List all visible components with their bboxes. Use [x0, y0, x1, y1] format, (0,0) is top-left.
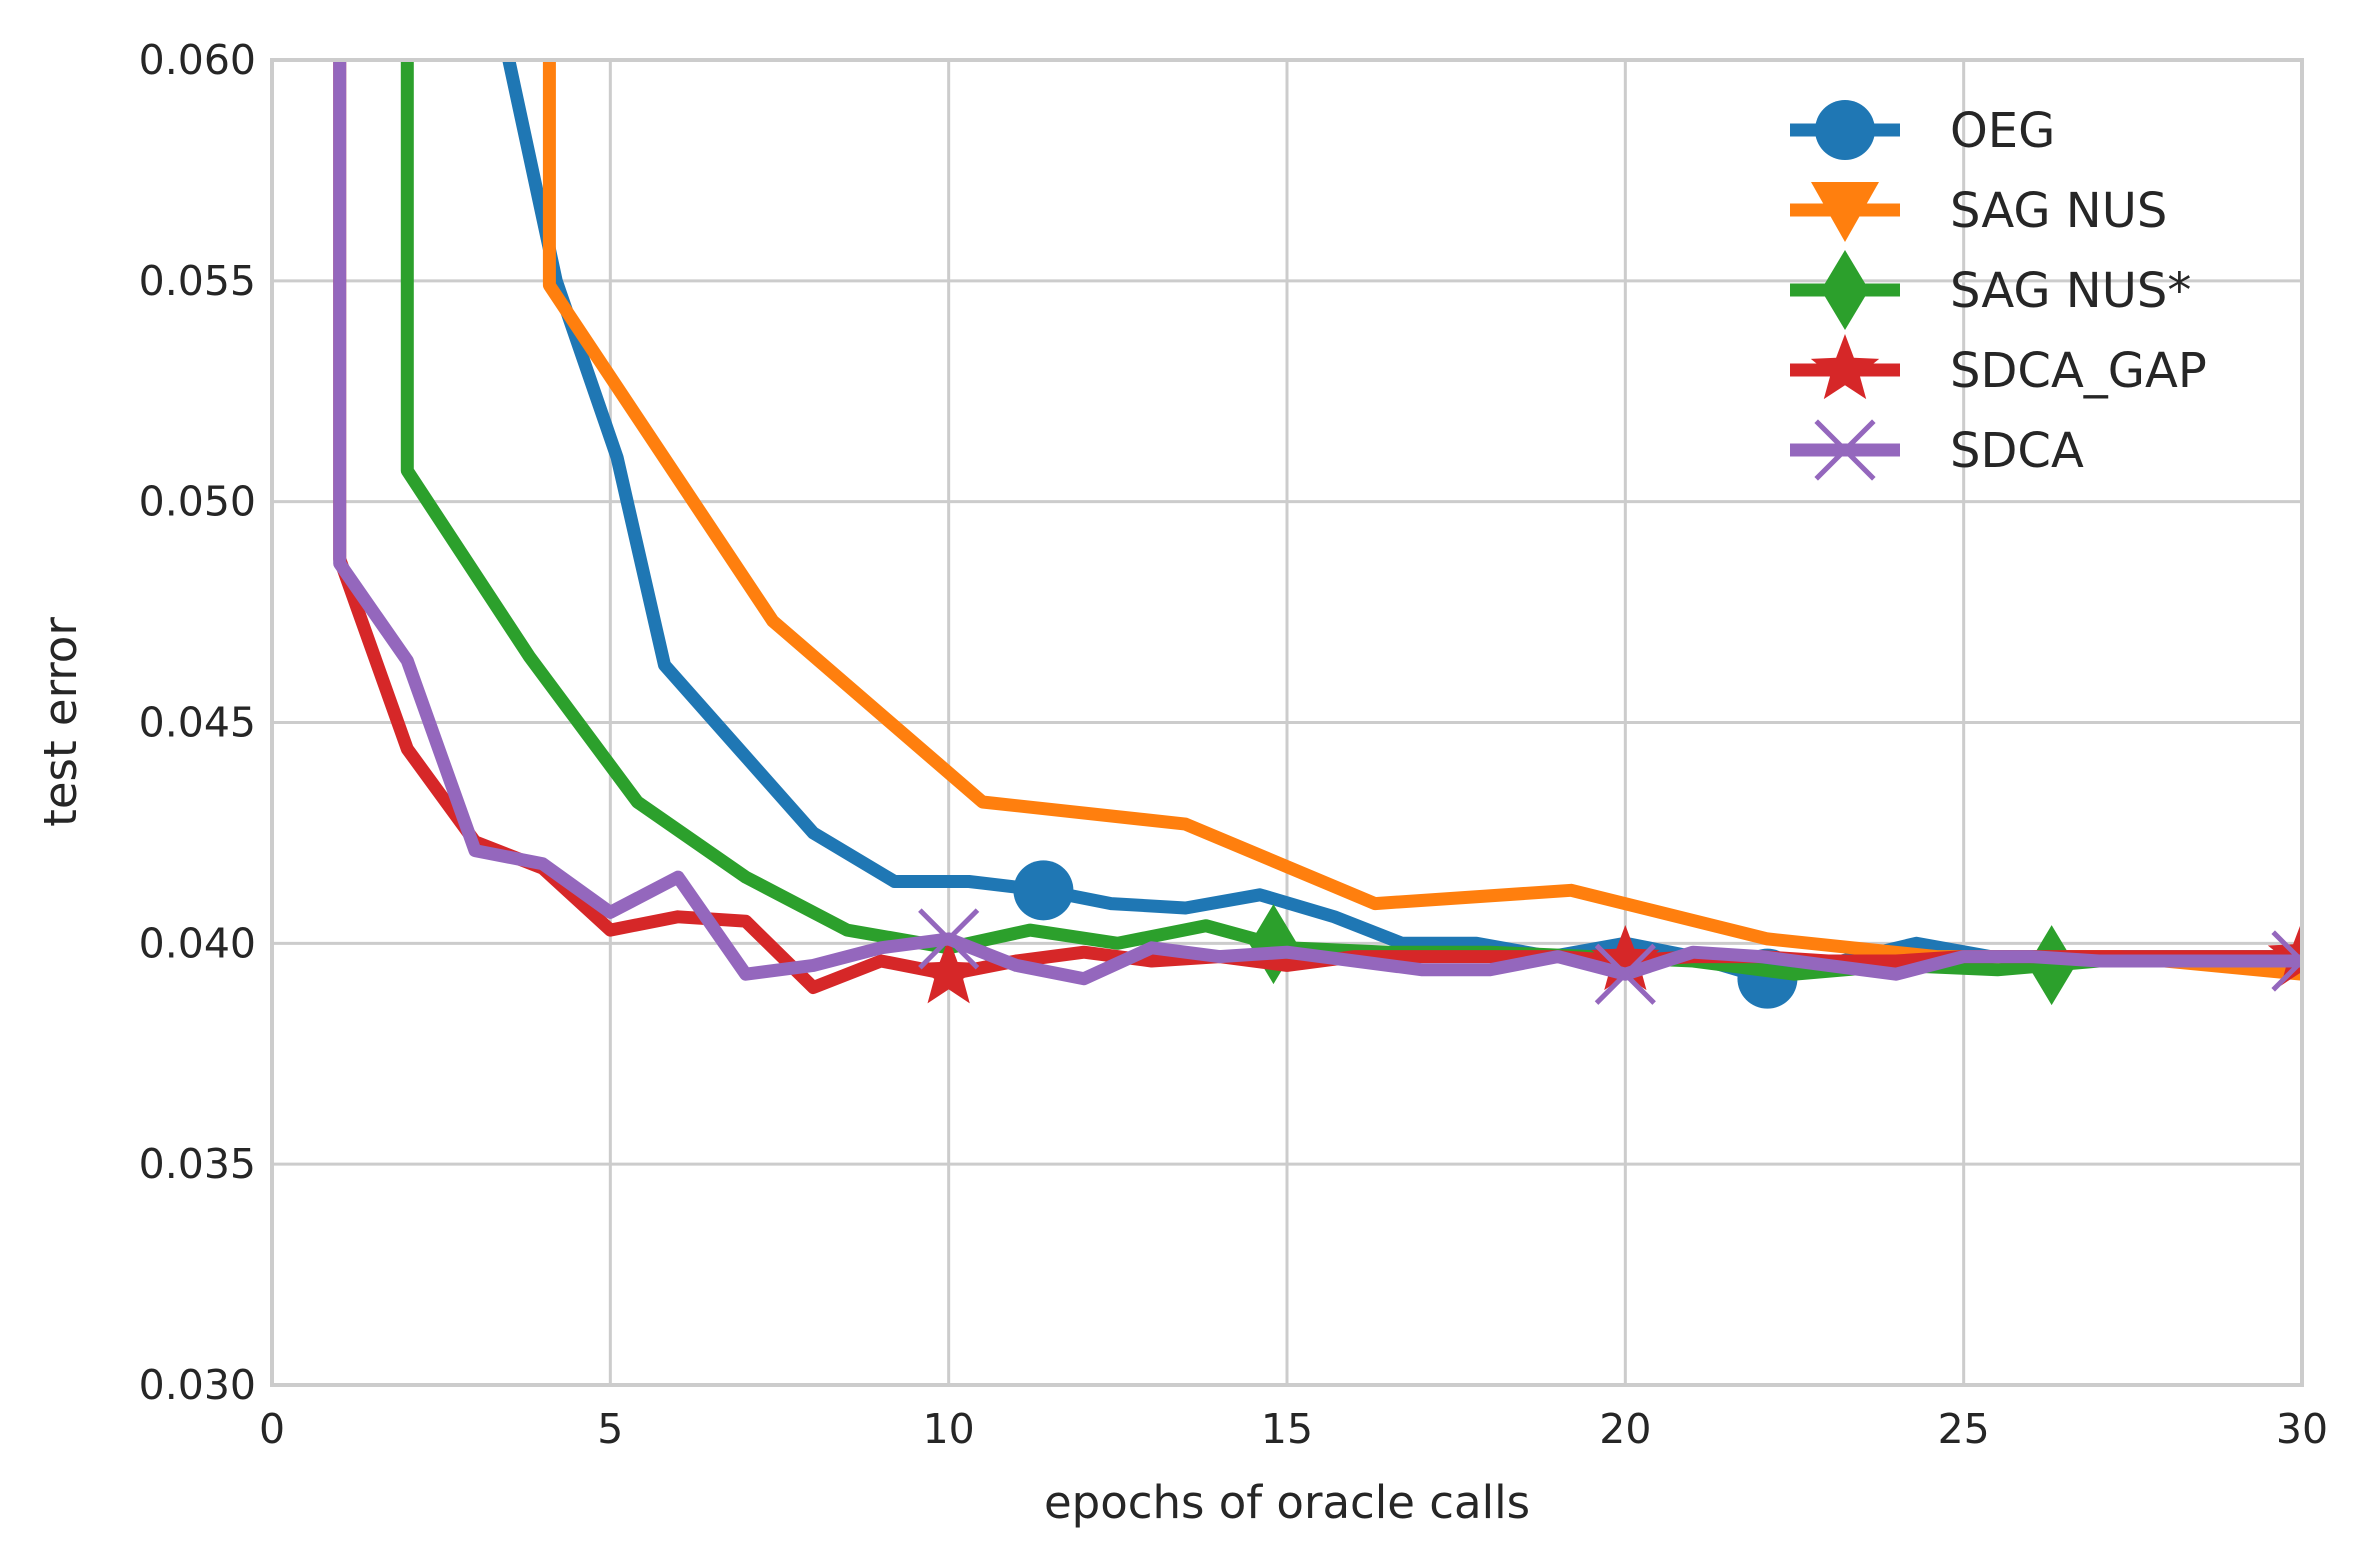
- legend-marker: [1821, 250, 1869, 330]
- x-tick-label: 5: [597, 1405, 623, 1453]
- x-tick-label: 10: [923, 1405, 975, 1453]
- series-marker-sdca: [1594, 943, 1656, 1005]
- y-tick-label: 0.055: [139, 257, 256, 305]
- x-tick-label: 30: [2276, 1405, 2328, 1453]
- legend-marker: [1811, 182, 1879, 242]
- legend-entry-oeg: OEG: [1790, 100, 2055, 160]
- series-marker-oeg: [1013, 860, 1074, 921]
- x-tick-label: 25: [1938, 1405, 1990, 1453]
- y-axis-label: test error: [34, 617, 87, 827]
- y-axis: 0.030 0.035 0.040 0.045 0.050 0.055 0.060: [139, 36, 256, 1409]
- y-tick-label: 0.040: [139, 919, 256, 967]
- y-tick-label: 0.035: [139, 1140, 256, 1188]
- legend-entry-sdca: SDCA: [1790, 419, 2084, 481]
- y-tick-label: 0.050: [139, 478, 256, 526]
- legend-label: OEG: [1950, 103, 2055, 159]
- legend-entry-sdca-gap: SDCA_GAP: [1790, 334, 2207, 400]
- legend-marker: [1810, 334, 1880, 400]
- legend-marker: [1814, 419, 1876, 481]
- series-marker-sdca: [918, 908, 980, 970]
- x-axis: 0 5 10 15 20 25 30: [259, 1405, 2328, 1453]
- x-tick-label: 0: [259, 1405, 285, 1453]
- plot-frame: [270, 58, 2304, 1387]
- series-layer: [333, 60, 2302, 1009]
- legend-label: SAG NUS*: [1950, 263, 2191, 319]
- x-axis-label: epochs of oracle calls: [1044, 1476, 1530, 1529]
- y-tick-label: 0.030: [139, 1361, 256, 1409]
- y-tick-label: 0.045: [139, 699, 256, 747]
- legend: OEG SAG NUS SAG NUS* SDCA_GAP SDCA: [1790, 100, 2207, 481]
- series-marker-sag-nus: [2027, 925, 2076, 1006]
- y-tick-label: 0.060: [139, 36, 256, 84]
- legend-entry-sag-nus: SAG NUS*: [1790, 250, 2191, 330]
- x-tick-label: 20: [1599, 1405, 1651, 1453]
- legend-label: SDCA: [1950, 423, 2084, 479]
- series-line-sdca: [333, 60, 2302, 986]
- series-marker-sdca-gap: [914, 938, 983, 1004]
- legend-marker: [1815, 100, 1875, 160]
- series-sdca: [333, 60, 2302, 1005]
- legend-entry-sag-nus: SAG NUS: [1790, 182, 2167, 242]
- legend-label: SAG NUS: [1950, 183, 2167, 239]
- x-tick-label: 15: [1261, 1405, 1313, 1453]
- series-marker-sdca-gap: [1591, 925, 1660, 991]
- series-marker-sdca: [2271, 930, 2302, 992]
- legend-label: SDCA_GAP: [1950, 343, 2207, 399]
